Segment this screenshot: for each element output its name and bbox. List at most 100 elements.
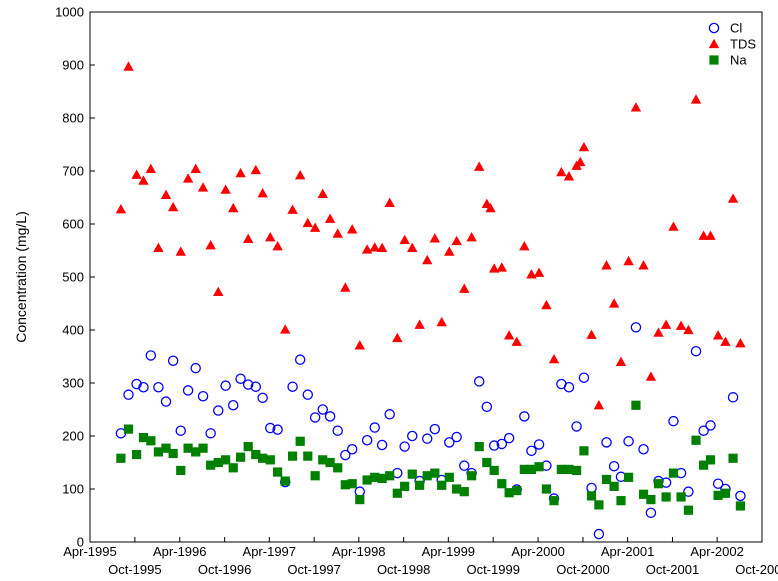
point-cl [340, 449, 351, 461]
point-cl [593, 528, 605, 540]
y-tick-label: 0 [77, 535, 84, 550]
point-tds [228, 202, 239, 213]
point-cl [131, 378, 142, 390]
point-na [407, 469, 417, 479]
point-cl [346, 443, 358, 455]
point-tds [257, 188, 268, 198]
point-cl [242, 379, 254, 390]
point-tds [160, 189, 172, 200]
point-na [482, 457, 492, 468]
x-tick-label-top: Apr-2001 [601, 544, 654, 559]
point-tds [511, 336, 522, 346]
point-cl [317, 404, 328, 415]
point-cl [496, 438, 508, 450]
point-tds [615, 356, 627, 366]
y-tick-label: 700 [62, 164, 84, 179]
point-na [146, 436, 156, 446]
point-na [347, 479, 357, 489]
point-cl [683, 486, 694, 497]
point-cl [145, 350, 157, 361]
point-tds [115, 203, 127, 214]
point-na [437, 480, 447, 490]
y-tick-label: 600 [62, 217, 84, 232]
point-na [318, 455, 328, 465]
x-tick-label-bottom: Oct-2000 [556, 562, 609, 577]
point-cl [182, 385, 194, 396]
point-tds [436, 316, 447, 327]
point-tds [422, 254, 433, 265]
point-tds [712, 330, 724, 340]
series-tds [115, 61, 746, 410]
point-cl [235, 373, 246, 385]
point-na [273, 467, 283, 477]
point-tds [280, 324, 291, 334]
point-cl [727, 392, 739, 403]
point-na [683, 505, 694, 515]
point-tds [593, 400, 605, 410]
x-tick-label-top: Apr-2000 [511, 544, 564, 559]
point-cl [376, 439, 388, 451]
point-na [325, 457, 335, 468]
point-na [668, 468, 679, 478]
point-tds [220, 184, 231, 194]
point-cl [481, 401, 493, 413]
point-tds [526, 269, 537, 279]
point-tds [340, 282, 351, 292]
x-tick-label-top: Apr-1998 [332, 544, 385, 559]
legend-marker-tds [708, 38, 720, 49]
point-tds [466, 232, 477, 242]
point-na [138, 432, 149, 443]
point-tds [294, 170, 306, 180]
point-na [705, 455, 716, 465]
point-na [549, 496, 559, 506]
point-na [609, 481, 619, 491]
point-tds [190, 163, 201, 174]
x-tick-label-bottom: Oct-1999 [466, 562, 519, 577]
point-tds [265, 232, 276, 242]
point-na [235, 452, 246, 462]
point-na [691, 435, 701, 445]
point-cl [586, 482, 597, 494]
data-markers [115, 61, 746, 540]
point-tds [399, 234, 410, 245]
point-cl [309, 412, 321, 423]
point-tds [376, 242, 388, 253]
y-axis-title: Concentration (mg/L) [13, 211, 29, 343]
point-cl [421, 433, 433, 444]
point-na [123, 424, 134, 434]
point-na [489, 465, 499, 476]
x-tick-label-top: Apr-1997 [243, 544, 296, 559]
point-tds [548, 353, 560, 364]
point-cl [190, 362, 201, 374]
point-na [631, 400, 641, 410]
y-tick-label: 200 [62, 429, 84, 444]
point-tds [503, 330, 515, 340]
point-na [504, 488, 514, 498]
point-na [519, 464, 529, 474]
y-axis-ticks: 0 100 200 300 400 500 600 700 800 900 1000 [55, 5, 95, 550]
x-tick-label-bottom: Oct-1998 [377, 562, 430, 577]
point-cl [332, 425, 343, 436]
point-cl [272, 424, 283, 435]
point-cl [526, 445, 537, 457]
point-cl [735, 490, 746, 502]
point-cl [160, 396, 172, 407]
point-tds [575, 156, 586, 167]
point-cl [563, 381, 575, 393]
point-tds [242, 233, 254, 243]
point-na [430, 468, 440, 478]
point-na [198, 443, 208, 453]
point-na [400, 481, 410, 491]
point-na [310, 471, 320, 481]
y-tick-label: 300 [62, 376, 84, 391]
point-na [280, 476, 290, 486]
point-cl [302, 389, 314, 400]
point-tds [556, 166, 567, 177]
point-tds [653, 327, 664, 337]
point-na [541, 484, 552, 494]
point-tds [586, 329, 597, 339]
point-tds [354, 340, 365, 350]
point-cl [601, 437, 612, 448]
